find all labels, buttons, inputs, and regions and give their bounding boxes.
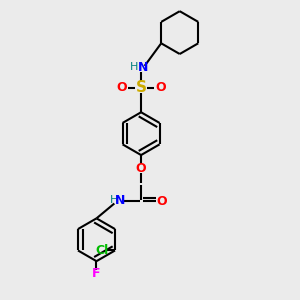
Text: O: O xyxy=(155,81,166,94)
Text: N: N xyxy=(115,194,125,207)
Text: H: H xyxy=(110,195,118,205)
Text: N: N xyxy=(137,61,148,74)
Text: H: H xyxy=(130,62,139,72)
Text: F: F xyxy=(92,267,101,280)
Text: O: O xyxy=(136,162,146,175)
Text: Cl: Cl xyxy=(95,244,108,257)
Text: O: O xyxy=(116,81,127,94)
Text: S: S xyxy=(136,80,147,95)
Text: O: O xyxy=(157,195,167,208)
